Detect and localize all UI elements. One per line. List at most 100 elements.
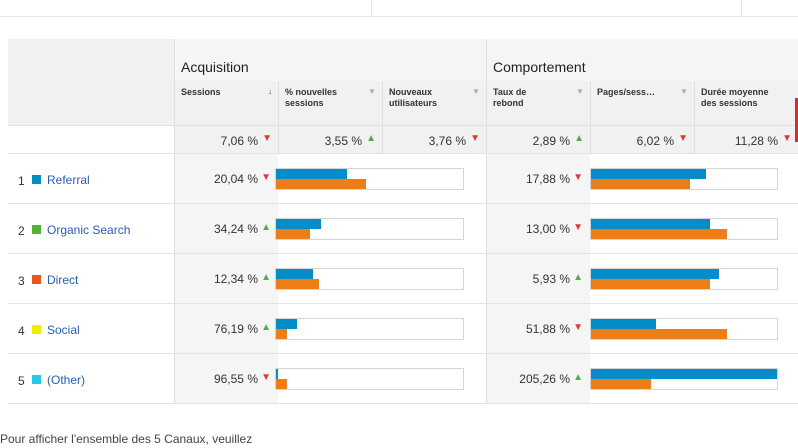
bar-previous [276, 379, 288, 389]
channel-color-swatch [32, 175, 41, 184]
total-value: 11,28 % [734, 134, 778, 148]
table-row[interactable]: 2 Organic Search 34,24 % ▲ 13,00 % ▼ [8, 203, 798, 254]
acquisition-bar-chart [275, 368, 464, 390]
acquisition-title: Acquisition [181, 59, 249, 75]
sessions-value: 34,24 % [213, 222, 258, 236]
bar-previous [591, 279, 711, 289]
column-pages-per-session[interactable]: Pages/sess… ▼ [590, 81, 694, 125]
bounce-cell: 17,88 % ▼ [486, 154, 590, 204]
bar-previous [276, 229, 310, 239]
bar-current [591, 219, 711, 229]
column-new-sessions[interactable]: % nouvelles sessions ▼ [278, 81, 382, 125]
sort-arrow-icon[interactable]: ▼ [680, 87, 688, 96]
column-sessions[interactable]: Sessions ↓ [174, 81, 278, 125]
row-number: 3 [18, 274, 25, 288]
channel-link[interactable]: Referral [47, 173, 90, 187]
bar-current [276, 319, 297, 329]
channel-link[interactable]: Direct [47, 273, 79, 287]
sessions-cell: 12,34 % ▲ [174, 254, 278, 304]
column-label: Nouveaux utilisateurs [389, 87, 438, 108]
sort-arrow-icon[interactable]: ▼ [472, 87, 480, 96]
total-value: 2,89 % [532, 134, 570, 148]
table-row[interactable]: 1 Referral 20,04 % ▼ 17,88 % ▼ [8, 153, 798, 204]
channel-link[interactable]: Organic Search [47, 223, 131, 237]
sessions-cell: 20,04 % ▼ [174, 154, 278, 204]
total-new-sessions: 3,55 % ▲ [278, 125, 382, 153]
total-pages-per-session: 6,02 % ▼ [590, 125, 694, 153]
bounce-value: 205,26 % [519, 372, 570, 386]
acquisition-bar-chart [275, 268, 464, 290]
comportement-header: Comportement [486, 39, 798, 81]
sessions-value: 76,19 % [213, 322, 258, 336]
bar-previous [591, 179, 690, 189]
sessions-value: 96,55 % [213, 372, 258, 386]
bounce-value: 13,00 % [525, 222, 570, 236]
channel-color-swatch [32, 325, 41, 334]
header-blank [8, 39, 174, 125]
trend-arrow-icon: ▼ [262, 133, 272, 144]
total-avg-duration: 11,28 % ▼ [694, 125, 798, 153]
bar-previous [276, 329, 288, 339]
bar-current [591, 169, 707, 179]
table-bottom-border [8, 403, 798, 404]
trend-arrow-icon: ▼ [261, 372, 271, 383]
trend-arrow-icon: ▲ [261, 272, 271, 283]
table-row[interactable]: 3 Direct 12,34 % ▲ 5,93 % ▲ [8, 253, 798, 304]
trend-arrow-icon: ▼ [261, 172, 271, 183]
bar-previous [591, 379, 651, 389]
bar-previous [591, 329, 727, 339]
column-label: Taux de rebond [493, 87, 527, 108]
channel-link[interactable]: (Other) [47, 373, 86, 387]
behavior-bar-chart [590, 218, 778, 240]
bar-previous [276, 179, 366, 189]
bounce-cell: 205,26 % ▲ [486, 354, 590, 404]
totals-blank [8, 125, 174, 153]
bounce-value: 51,88 % [525, 322, 570, 336]
sort-arrow-icon[interactable]: ▼ [576, 87, 584, 96]
total-sessions: 7,06 % ▼ [174, 125, 278, 153]
bar-current [591, 319, 657, 329]
total-value: 3,76 % [428, 134, 466, 148]
bar-current [591, 369, 777, 379]
table-row[interactable]: 5 (Other) 96,55 % ▼ 205,26 % ▲ [8, 353, 798, 404]
footer-note: Pour afficher l'ensemble des 5 Canaux, v… [0, 432, 253, 446]
sort-arrow-icon[interactable]: ▼ [368, 87, 376, 96]
trend-arrow-icon: ▼ [678, 133, 688, 144]
column-new-users[interactable]: Nouveaux utilisateurs ▼ [382, 81, 486, 125]
total-value: 3,55 % [324, 134, 362, 148]
row-number: 2 [18, 224, 25, 238]
top-strip [0, 0, 798, 17]
acquisition-bar-chart [275, 218, 464, 240]
channel-color-swatch [32, 375, 41, 384]
channel-link[interactable]: Social [47, 323, 80, 337]
row-number: 4 [18, 324, 25, 338]
trend-arrow-icon: ▲ [573, 272, 583, 283]
column-avg-duration[interactable]: Durée moyenne des sessions [694, 81, 798, 125]
sessions-value: 20,04 % [213, 172, 258, 186]
channel-color-swatch [32, 225, 41, 234]
row-number: 5 [18, 374, 25, 388]
trend-arrow-icon: ▲ [261, 222, 271, 233]
bar-current [591, 269, 720, 279]
row-number: 1 [18, 174, 25, 188]
trend-arrow-icon: ▼ [573, 172, 583, 183]
bar-current [276, 369, 278, 379]
trend-arrow-icon: ▲ [574, 133, 584, 144]
bounce-value: 17,88 % [525, 172, 570, 186]
sessions-cell: 96,55 % ▼ [174, 354, 278, 404]
behavior-bar-chart [590, 268, 778, 290]
table-row[interactable]: 4 Social 76,19 % ▲ 51,88 % ▼ [8, 303, 798, 354]
trend-arrow-icon: ▼ [573, 222, 583, 233]
behavior-bar-chart [590, 368, 778, 390]
channel-color-swatch [32, 275, 41, 284]
column-bounce-rate[interactable]: Taux de rebond ▼ [486, 81, 590, 125]
bounce-cell: 13,00 % ▼ [486, 204, 590, 254]
bar-current [276, 219, 321, 229]
bounce-cell: 5,93 % ▲ [486, 254, 590, 304]
bar-previous [591, 229, 727, 239]
trend-arrow-icon: ▼ [573, 322, 583, 333]
column-label: Sessions [181, 87, 221, 97]
sessions-cell: 34,24 % ▲ [174, 204, 278, 254]
sort-arrow-icon[interactable]: ↓ [268, 87, 272, 96]
bar-current [276, 269, 314, 279]
